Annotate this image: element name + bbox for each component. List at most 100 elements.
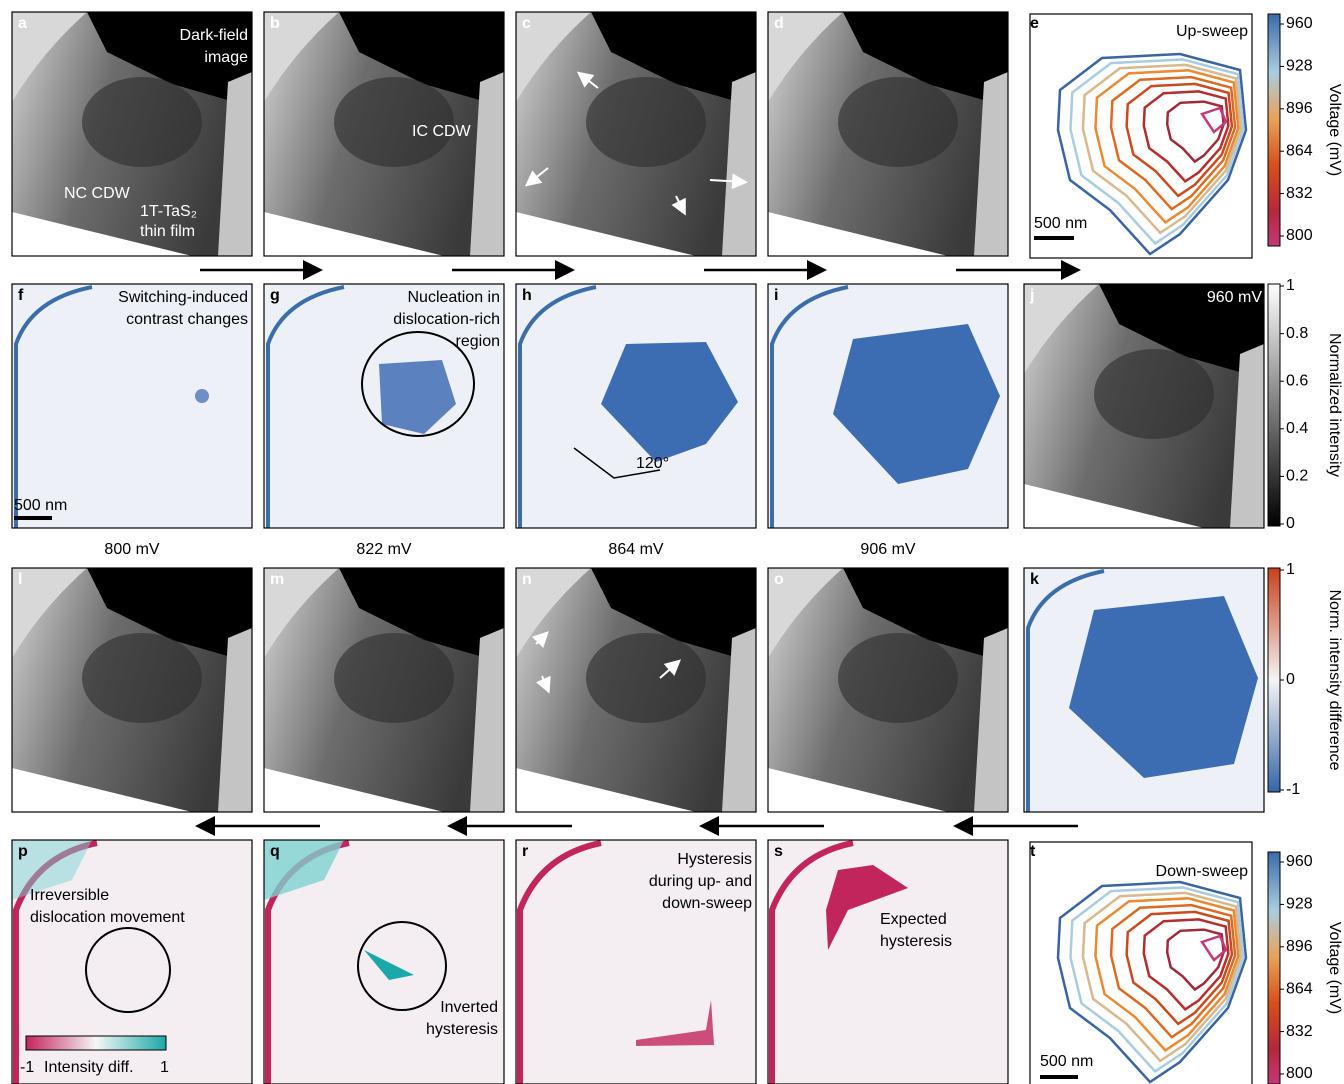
colorbar-tick-label: 0.2 [1286, 468, 1308, 485]
ic-domain [586, 77, 706, 167]
colorbar [1268, 284, 1280, 526]
colorbar-tick-label: 864 [1286, 980, 1313, 997]
annotation: Au contact [268, 235, 344, 252]
panel: n [516, 568, 756, 812]
domain [195, 389, 209, 403]
colorbar-tick-label: 1 [1286, 277, 1295, 294]
panel-image [516, 568, 756, 812]
ic-domain [1094, 349, 1214, 439]
colorbar [1268, 14, 1280, 246]
annotation: 864 mV [608, 541, 663, 558]
colorbar-tick-label: 800 [1286, 227, 1313, 244]
panel-letter: l [18, 571, 22, 588]
annotation: -1 [20, 1059, 34, 1076]
annotation: 1T-TaS₂ [140, 203, 197, 220]
panel: m [264, 568, 504, 812]
colorbar-tick-label: 832 [1286, 185, 1313, 202]
ic-domain [82, 633, 202, 723]
panel-letter: i [774, 287, 778, 304]
colorbar-tick-label: 0.8 [1286, 325, 1308, 342]
annotation: 1 [160, 1059, 169, 1076]
annotation: NC CDW [64, 185, 131, 202]
colorbar-label: Normalized intensity [1326, 333, 1343, 477]
annotation: 822 mV [356, 541, 411, 558]
figure: abcdefghijlmnokpqrstDark-fieldimageNC CD… [0, 0, 1344, 1084]
panel-image [768, 284, 1008, 528]
annotation: contrast changes [126, 311, 248, 328]
panel-letter: k [1030, 571, 1039, 588]
panel-image [1024, 284, 1264, 528]
colorbar-tick-label: 800 [1286, 1065, 1313, 1082]
panel: i [768, 284, 1008, 528]
annotation: down-sweep [662, 895, 752, 912]
ic-domain [334, 77, 454, 167]
panel-image [768, 12, 1008, 256]
panel-image [768, 840, 1008, 1084]
annotation: 500 nm [1034, 215, 1087, 232]
colorbar-label: Voltage (mV) [1326, 922, 1343, 1014]
annotation: Switching-induced [118, 289, 248, 306]
annotation: 500 nm [14, 229, 67, 246]
panel: o [768, 568, 1008, 812]
colorbar-tick-label: 864 [1286, 142, 1313, 159]
colorbar-tick-label: 928 [1286, 58, 1313, 75]
panel: s [768, 840, 1008, 1084]
colorbar-tick-label: 896 [1286, 938, 1313, 955]
colorbar-tick-label: 0.6 [1286, 372, 1308, 389]
annotation: 500 nm [1040, 1053, 1093, 1070]
annotation: 500 nm [14, 497, 67, 514]
colorbar-tick-label: 960 [1286, 853, 1313, 870]
annotation: 960 mV [1207, 289, 1262, 306]
panel-letter: p [18, 843, 28, 860]
annotation: region [456, 333, 500, 350]
panel: j [1024, 284, 1264, 528]
annotation: hysteresis [426, 1021, 498, 1038]
legend-bar [26, 1036, 166, 1050]
panel: h [516, 284, 756, 528]
panel: c [516, 12, 756, 256]
colorbar-tick-label: 0 [1286, 671, 1295, 688]
annotation: Hysteresis [677, 851, 752, 868]
colorbar-label: Norm. intensity difference [1326, 589, 1343, 770]
panel-letter: o [774, 571, 784, 588]
page: abcdefghijlmnokpqrstDark-fieldimageNC CD… [0, 0, 1344, 1084]
panel-letter: t [1030, 843, 1036, 860]
annotation: Dark-field [180, 27, 248, 44]
annotation: dislocation movement [30, 909, 185, 926]
annotation: 120° [636, 455, 669, 472]
panel-image [12, 568, 252, 812]
panel-letter: m [270, 571, 284, 588]
colorbar-label: Voltage (mV) [1326, 84, 1343, 176]
panel-letter: d [774, 15, 784, 32]
annotation: Irreversible [30, 887, 109, 904]
annotation: 906 mV [860, 541, 915, 558]
annotation: Expected [880, 911, 947, 928]
panel: d [768, 12, 1008, 256]
panel-letter: c [522, 15, 531, 32]
panel-letter: h [522, 287, 532, 304]
panel-image [516, 12, 756, 256]
panel: q [264, 840, 504, 1084]
annotation: Up-sweep [1176, 23, 1248, 40]
panel-letter: f [18, 287, 24, 304]
panel-letter: a [18, 15, 27, 32]
colorbar-tick-label: 960 [1286, 15, 1313, 32]
panel-image [264, 568, 504, 812]
colorbar [1268, 852, 1280, 1084]
ic-domain [334, 633, 454, 723]
annotation: Inverted [440, 999, 498, 1016]
panel-letter: b [270, 15, 280, 32]
ic-domain [586, 633, 706, 723]
annotation: IC CDW [412, 123, 472, 140]
panel-letter: g [270, 287, 280, 304]
panel-image [1024, 568, 1264, 812]
panel-letter: s [774, 843, 783, 860]
panel-letter: j [1029, 287, 1034, 304]
panel: k [1024, 568, 1264, 812]
colorbar-tick-label: -1 [1286, 781, 1300, 798]
annotation: image [204, 49, 248, 66]
annotation: 800 mV [104, 541, 159, 558]
ic-domain [82, 77, 202, 167]
panel-letter: r [522, 843, 528, 860]
annotation: Down-sweep [1156, 863, 1249, 880]
